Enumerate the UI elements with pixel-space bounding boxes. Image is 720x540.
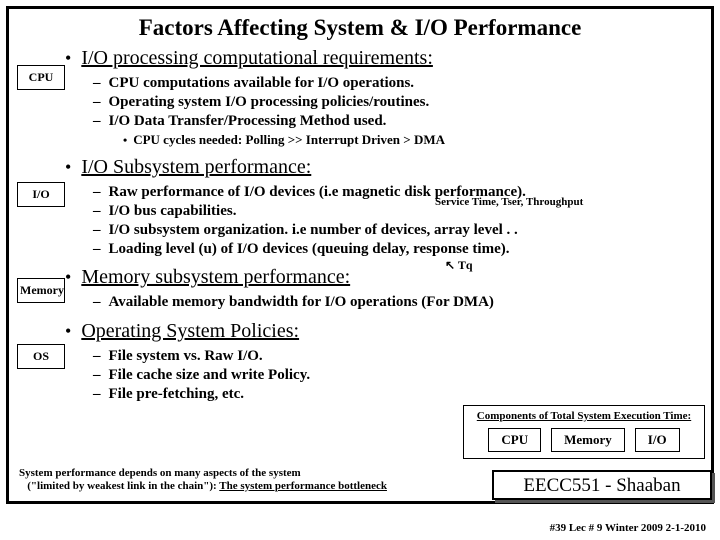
heading-cpu: I/O processing computational requirement… (81, 47, 433, 70)
bottom-note: System performance depends on many aspec… (19, 467, 419, 493)
bullet-dot: • (65, 268, 71, 286)
side-label-cpu: CPU (17, 65, 65, 90)
components-title: Components of Total System Execution Tim… (468, 410, 700, 422)
section-cpu: CPU • I/O processing computational requi… (65, 43, 703, 148)
heading-os: Operating System Policies: (81, 320, 299, 343)
sub-item: Raw performance of I/O devices (i.e magn… (109, 183, 704, 202)
bullet-dot: • (65, 49, 71, 67)
heading-memory: Memory subsystem performance: (81, 266, 350, 289)
sub-item: File cache size and write Policy. (109, 366, 424, 385)
dash: – (93, 385, 101, 404)
bullet-dot: • (65, 158, 71, 176)
side-label-memory: Memory (17, 278, 65, 303)
heading-io: I/O Subsystem performance: (81, 156, 311, 179)
dash: – (93, 74, 101, 93)
side-label-os: OS (17, 344, 65, 369)
dash: – (93, 366, 101, 385)
bullet-dot: • (65, 322, 71, 340)
dash: – (93, 93, 101, 112)
sub-item: Loading level (u) of I/O devices (queuin… (109, 240, 704, 259)
slide-title: Factors Affecting System & I/O Performan… (9, 15, 711, 41)
dash: – (93, 202, 101, 221)
comp-cell-io: I/O (635, 428, 680, 452)
dash: – (93, 221, 101, 240)
subsub-cpu: •CPU cycles needed: Polling >> Interrupt… (123, 132, 703, 148)
comp-cell-memory: Memory (551, 428, 625, 452)
dash: – (93, 240, 101, 259)
course-box: EECC551 - Shaaban (492, 470, 712, 500)
annot-tq: ↖ Tq (445, 258, 473, 273)
sub-item: I/O bus capabilities. (109, 202, 704, 221)
sub-item: File system vs. Raw I/O. (109, 347, 424, 366)
dash: – (93, 293, 101, 312)
subsub-text: CPU cycles needed: Polling >> Interrupt … (133, 132, 445, 147)
section-io: I/O • I/O Subsystem performance: –Raw pe… (65, 152, 703, 258)
tq-text: Tq (458, 258, 473, 272)
footer-text: #39 Lec # 9 Winter 2009 2-1-2010 (550, 522, 706, 534)
slide-frame: Factors Affecting System & I/O Performan… (6, 6, 714, 504)
note-line2b: The system performance bottleneck (219, 480, 387, 492)
side-label-io: I/O (17, 182, 65, 207)
dash: – (93, 347, 101, 366)
dash: – (93, 112, 101, 131)
note-line2a: ("limited by weakest link in the chain")… (27, 480, 219, 492)
sub-item: Operating system I/O processing policies… (109, 93, 704, 112)
note-line1: System performance depends on many aspec… (19, 467, 301, 479)
sub-item: File pre-fetching, etc. (109, 385, 424, 404)
sub-item: I/O subsystem organization. i.e number o… (109, 221, 704, 240)
dash: – (93, 183, 101, 202)
section-memory: Memory • Memory subsystem performance: ↖… (65, 262, 703, 312)
sub-item: CPU computations available for I/O opera… (109, 74, 704, 93)
content-area: CPU • I/O processing computational requi… (9, 41, 711, 403)
sub-item: Available memory bandwidth for I/O opera… (109, 293, 704, 312)
annot-service-time: Service Time, Tser, Throughput (435, 196, 583, 208)
comp-cell-cpu: CPU (488, 428, 541, 452)
components-box: Components of Total System Execution Tim… (463, 405, 705, 459)
sub-item: I/O Data Transfer/Processing Method used… (109, 112, 704, 131)
section-os: OS • Operating System Policies: –File sy… (65, 316, 703, 403)
